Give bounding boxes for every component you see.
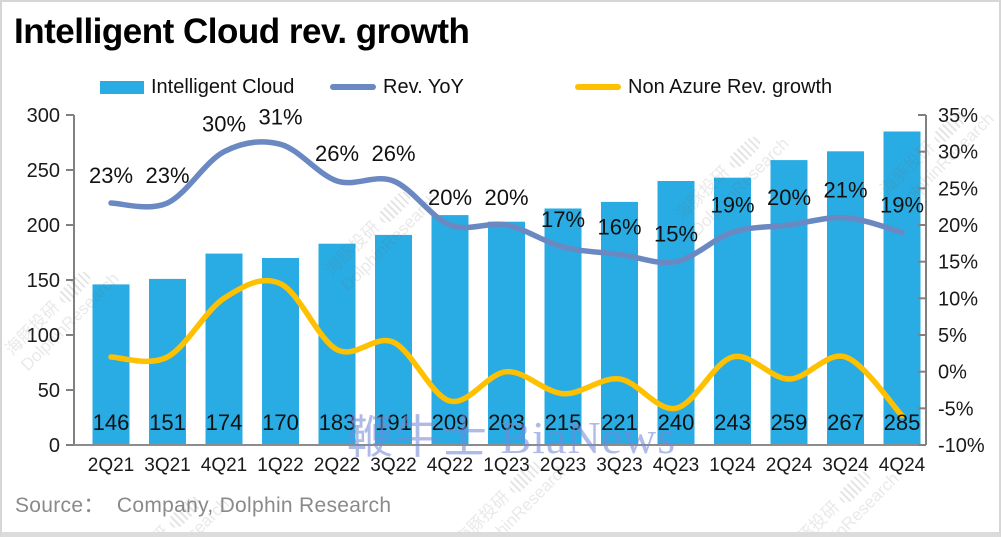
left-axis-tick-label: 50 [38,380,60,402]
bar-value-label: 215 [545,410,582,435]
legend-label: Non Azure Rev. growth [628,75,833,98]
x-axis-label: 3Q22 [370,455,416,476]
line-swatch-icon [575,84,621,90]
bar-value-label: 267 [827,410,864,435]
bar-value-label: 203 [488,410,525,435]
left-axis-tick-label: 300 [27,105,60,127]
x-axis-label: 4Q24 [879,455,926,476]
bar-value-label: 243 [714,410,751,435]
rev-yoy-label: 26% [371,141,415,166]
right-axis-tick-label: -10% [938,435,985,457]
left-axis-tick-label: 100 [27,325,60,347]
rev-yoy-label: 19% [710,192,754,217]
right-axis-tick-label: 5% [938,325,967,347]
legend-item-rev-yoy: Rev. YoY [330,72,464,102]
bar-value-label: 191 [375,410,412,435]
right-axis-tick-label: 20% [938,215,978,237]
rev-yoy-label: 20% [484,185,528,210]
bar-value-label: 151 [149,410,186,435]
left-axis-tick-label: 150 [27,270,60,292]
x-axis-label: 2Q22 [314,455,360,476]
legend-label: Intelligent Cloud [151,75,295,98]
source-note: Source： Company, Dolphin Research [15,494,392,517]
bar-3Q24 [827,151,864,446]
bar-1Q24 [714,177,751,445]
x-axis-label: 2Q23 [540,455,586,476]
rev-yoy-label: 19% [880,192,924,217]
x-axis-label: 3Q21 [144,455,190,476]
rev-yoy-label: 17% [541,207,585,232]
right-axis-tick-label: 30% [938,142,978,164]
x-axis-label: 1Q23 [483,455,529,476]
right-axis-tick-label: 0% [938,362,967,384]
x-axis-label: 3Q23 [596,455,642,476]
rev-yoy-label: 21% [823,178,867,203]
rev-yoy-label: 30% [202,112,246,137]
rev-yoy-label: 16% [597,214,641,239]
right-axis-tick-label: 15% [938,252,978,274]
legend-item-intelligent-cloud: Intelligent Cloud [100,72,294,102]
right-axis-tick-label: 35% [938,105,978,127]
x-axis-label: 4Q21 [201,455,247,476]
x-axis-label: 2Q21 [88,455,134,476]
x-axis-label: 3Q24 [822,455,869,476]
bar-4Q21 [205,253,243,445]
bar-1Q22 [262,258,299,445]
rev-yoy-label: 20% [767,185,811,210]
rev-yoy-label: 26% [315,141,359,166]
right-axis-tick-label: -5% [938,398,974,420]
bar-value-label: 209 [432,410,469,435]
right-axis-tick-label: 10% [938,288,978,310]
chart-title: Intelligent Cloud rev. growth [14,12,470,51]
x-axis-label: 2Q24 [766,455,813,476]
left-axis-tick-label: 0 [49,435,60,457]
rev-yoy-label: 31% [258,104,302,129]
line-swatch-icon [330,84,376,90]
left-axis-tick-label: 200 [27,215,60,237]
bar-4Q22 [431,215,469,445]
bar-4Q24 [883,131,921,445]
rev-yoy-label: 23% [89,163,133,188]
bar-1Q23 [488,221,525,445]
legend-label: Rev. YoY [383,75,464,98]
bar-swatch-icon [100,80,144,94]
x-axis-label: 4Q22 [427,455,473,476]
rev-yoy-label: 15% [654,222,698,247]
bar-value-label: 183 [319,410,356,435]
x-axis-label: 1Q24 [709,455,756,476]
right-axis-tick-label: 25% [938,178,978,200]
rev-yoy-label: 20% [428,185,472,210]
non-azure-rev-growth-line [108,277,905,419]
legend-item-non-azure: Non Azure Rev. growth [575,72,832,102]
bar-value-label: 146 [93,410,130,435]
bar-2Q22 [318,243,356,445]
bar-value-label: 174 [206,410,243,435]
bar-value-label: 259 [771,410,808,435]
bar-value-label: 221 [601,410,638,435]
bar-value-label: 285 [884,410,921,435]
left-axis-tick-label: 250 [27,160,60,182]
rev-yoy-label: 23% [145,163,189,188]
bar-2Q21 [92,284,130,445]
bar-2Q24 [770,160,808,445]
rev-yoy-line [108,139,905,266]
x-axis-label: 4Q23 [653,455,699,476]
x-axis-label: 1Q22 [257,455,303,476]
bar-3Q23 [601,201,638,445]
bar-value-label: 170 [262,410,299,435]
bar-value-label: 240 [658,410,695,435]
